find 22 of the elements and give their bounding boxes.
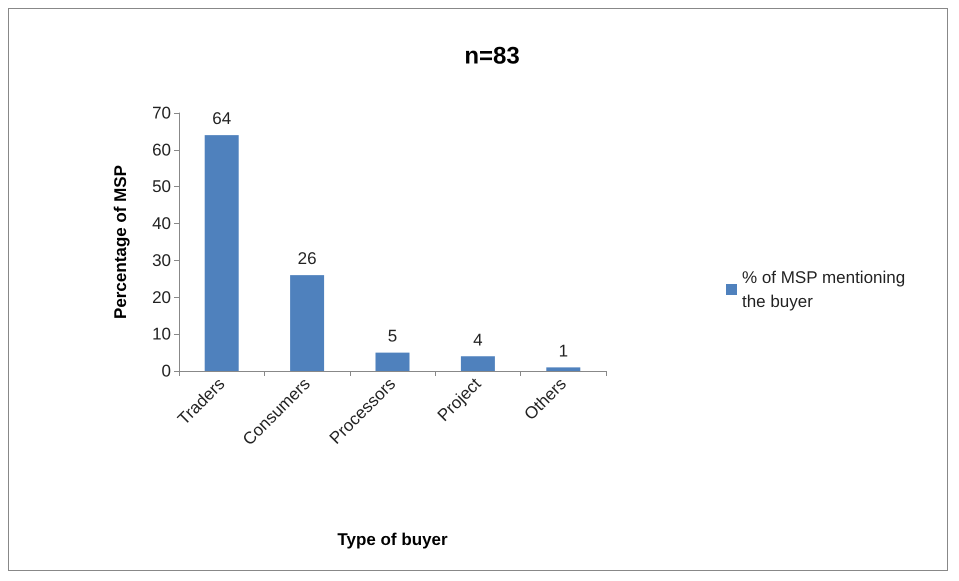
y-axis-title: Percentage of MSP (111, 165, 130, 319)
y-tick-label: 0 (162, 362, 171, 380)
y-tick-label: 50 (152, 177, 171, 196)
y-tick-label: 20 (152, 288, 171, 307)
data-label: 26 (298, 249, 317, 268)
bar (460, 356, 495, 371)
y-tick-label: 10 (152, 324, 171, 344)
bar (546, 367, 580, 371)
x-axis-title: Type of buyer (337, 530, 448, 549)
chart-title: n=83 (464, 42, 520, 70)
y-tick-label: 40 (152, 214, 171, 234)
data-label: 4 (473, 330, 483, 350)
bar (204, 135, 239, 371)
bar (376, 352, 410, 371)
y-tick-label: 30 (152, 250, 171, 270)
legend-label: % of MSP mentioning the buyer (742, 268, 910, 311)
data-label: 5 (388, 326, 398, 346)
data-label: 64 (212, 109, 232, 128)
y-tick-label: 60 (152, 140, 171, 160)
bar (290, 275, 324, 371)
y-tick-label: 70 (152, 104, 171, 122)
data-label: 1 (558, 341, 568, 360)
